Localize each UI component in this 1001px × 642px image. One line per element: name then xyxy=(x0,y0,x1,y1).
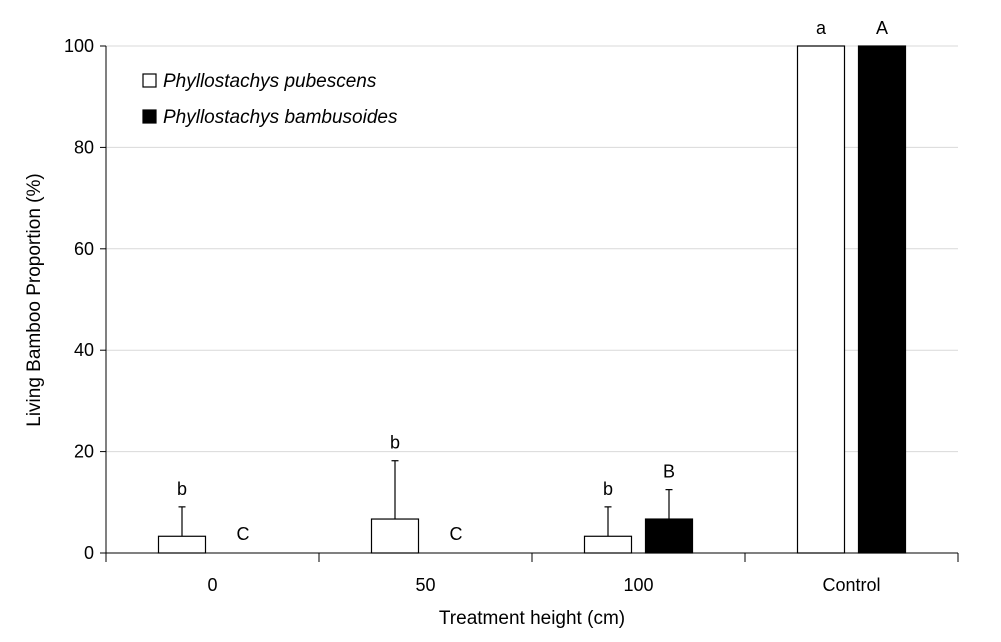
bar xyxy=(157,535,207,554)
legend-label-bambusoides: Phyllostachys bambusoides xyxy=(163,107,398,128)
x-axis-label: Treatment height (cm) xyxy=(439,608,625,629)
legend-swatch-pubescens xyxy=(142,73,157,88)
significance-letter: b xyxy=(603,479,613,499)
significance-letter: C xyxy=(237,524,250,544)
significance-letter: C xyxy=(450,524,463,544)
significance-letter: a xyxy=(816,18,827,38)
legend-label-pubescens: Phyllostachys pubescens xyxy=(163,71,377,92)
bar xyxy=(583,535,633,554)
y-axis-label: Living Bamboo Proportion (%) xyxy=(24,173,45,426)
x-tick-label: Control xyxy=(822,575,880,595)
legend-swatch-bambusoides xyxy=(142,109,157,124)
y-tick-label: 40 xyxy=(74,340,94,360)
significance-letter: A xyxy=(876,18,888,38)
y-tick-label: 0 xyxy=(84,543,94,563)
legend: Phyllostachys pubescens Phyllostachys ba… xyxy=(142,71,398,128)
bar xyxy=(370,518,420,554)
significance-letter: B xyxy=(663,462,675,482)
x-tick-label: 0 xyxy=(207,575,217,595)
y-tick-label: 20 xyxy=(74,442,94,462)
y-tick-label: 80 xyxy=(74,137,94,157)
y-axis-ticks: 0 20 40 60 80 100 xyxy=(64,36,106,563)
significance-letter: b xyxy=(177,479,187,499)
bars: b Cb Cb Ba A xyxy=(157,18,907,554)
y-tick-label: 60 xyxy=(74,239,94,259)
x-tick-label: 50 xyxy=(415,575,435,595)
bar xyxy=(644,518,694,554)
y-tick-label: 100 xyxy=(64,36,94,56)
significance-letter: b xyxy=(390,433,400,453)
x-tick-label: 100 xyxy=(623,575,653,595)
bar xyxy=(796,45,846,554)
bar xyxy=(857,45,907,554)
x-axis-ticks: 0 50 100 Control xyxy=(105,553,959,595)
